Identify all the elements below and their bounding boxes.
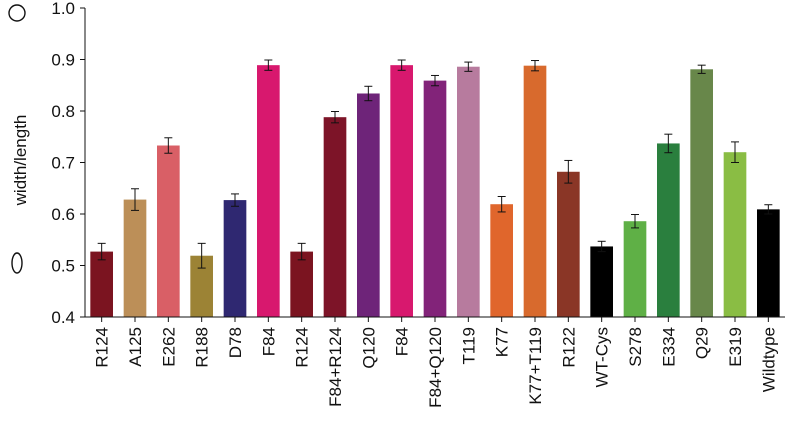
x-tick-label: Q29	[693, 327, 712, 359]
error-bar-9	[364, 85, 373, 102]
error-bar-16	[597, 240, 606, 253]
y-tick-label: 0.8	[51, 102, 75, 121]
y-tick-label: 0.9	[51, 51, 75, 70]
error-bar-3	[164, 137, 173, 154]
x-tick-label: E334	[659, 327, 678, 367]
x-tick-label: F84	[259, 327, 278, 356]
x-tick-label: E319	[726, 327, 745, 367]
x-tick-label: K77+T119	[526, 327, 545, 405]
error-bar-12	[464, 61, 473, 72]
error-bar-13	[497, 195, 506, 213]
bar-16	[590, 246, 613, 317]
bar-13	[490, 204, 513, 317]
error-bar-1	[97, 242, 106, 261]
error-bar-17	[631, 214, 639, 229]
error-bar-15	[564, 159, 573, 184]
x-tick-label: K77	[493, 327, 512, 357]
x-tick-label: R124	[93, 327, 112, 368]
x-tick-label: D78	[226, 327, 245, 358]
x-tick-label: R124	[293, 327, 312, 368]
x-tick-label: F84+Q120	[426, 327, 445, 408]
error-bar-2	[131, 188, 139, 211]
bar-5	[223, 200, 247, 317]
y-axis-ticks: 0.4 0.5 0.6 0.7 0.8 0.9 1.0	[51, 0, 85, 327]
bars	[90, 59, 780, 318]
x-tick-label: S278	[626, 327, 645, 367]
error-bar-8	[331, 111, 339, 124]
error-bar-10	[397, 59, 406, 71]
circle-shape-icon	[8, 4, 26, 22]
x-tick-label: F84+R124	[326, 327, 345, 407]
error-bar-20	[731, 141, 739, 163]
x-tick-label: WT-Cys	[593, 327, 612, 387]
y-tick-label: 0.4	[51, 308, 75, 327]
bar-8	[323, 117, 347, 318]
error-bar-4	[197, 242, 206, 269]
x-tick-label: R122	[559, 327, 578, 368]
bar-3	[157, 145, 180, 317]
bar-21	[757, 209, 780, 317]
y-axis-label: width/length	[11, 115, 30, 207]
error-bar-6	[264, 59, 273, 71]
bar-1	[90, 251, 113, 317]
x-tick-label: E262	[159, 327, 178, 367]
bar-15	[557, 171, 580, 317]
bar-14	[523, 65, 547, 318]
x-tick-label: Q120	[359, 327, 378, 369]
bar-10	[390, 65, 413, 317]
bar-19	[690, 69, 713, 317]
bar-17	[623, 221, 647, 317]
x-tick-label: F84	[393, 327, 412, 356]
x-tick-label: R188	[193, 327, 212, 368]
bar-9	[357, 93, 380, 318]
error-bar-18	[664, 133, 673, 154]
error-bar-7	[297, 242, 306, 261]
bar-4	[190, 255, 213, 317]
x-tick-label: Wildtype	[759, 327, 778, 392]
x-tick-label: T119	[459, 327, 478, 365]
error-bar-5	[231, 193, 239, 207]
bar-11	[423, 80, 447, 318]
y-tick-label: 0.7	[51, 154, 75, 173]
bar-7	[290, 251, 313, 317]
bar-12	[457, 66, 480, 318]
y-tick-label: 0.6	[51, 205, 75, 224]
bar-6	[257, 65, 280, 317]
x-tick-label: A125	[126, 327, 145, 367]
error-bar-19	[697, 64, 706, 74]
bar-2	[123, 199, 147, 317]
ellipse-shape-icon	[11, 252, 23, 274]
y-tick-label: 0.5	[51, 257, 75, 276]
error-bar-21	[764, 204, 773, 215]
bar-18	[657, 143, 680, 317]
error-bar-11	[431, 74, 439, 87]
bar-20	[723, 152, 747, 317]
x-axis-labels: R124 A125 E262 R188 D78 F84 R124 F84+R124 Q120 F8…	[93, 317, 778, 408]
error-bar-14	[531, 60, 539, 72]
y-tick-label: 1.0	[51, 0, 75, 18]
axis-icons	[8, 4, 26, 274]
